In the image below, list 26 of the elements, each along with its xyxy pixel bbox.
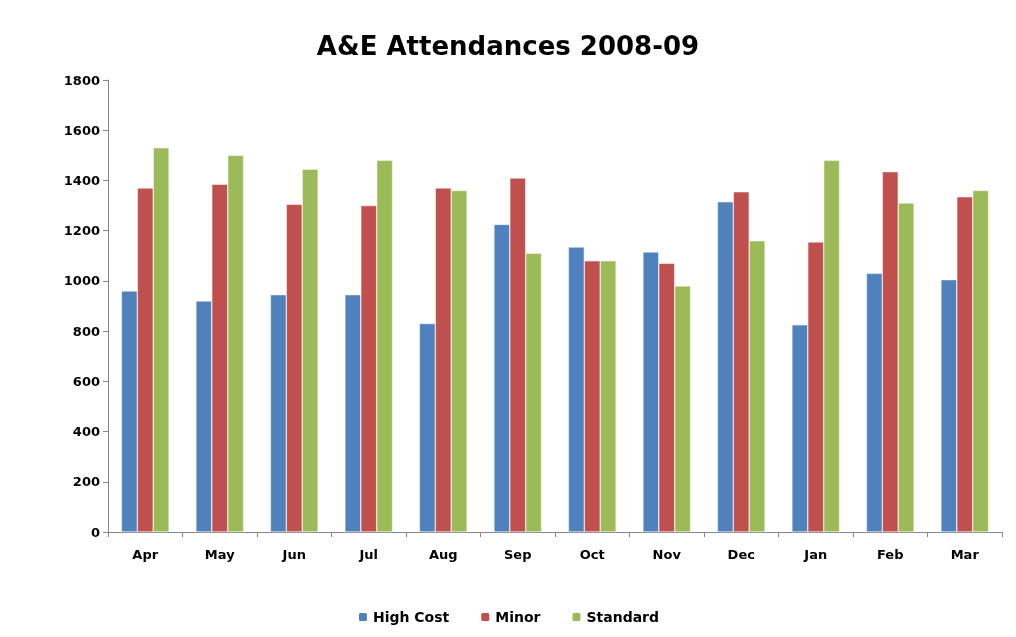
x-tick-label: Dec bbox=[727, 547, 755, 562]
x-tick-label: Jan bbox=[803, 547, 828, 562]
y-tick-label: 1000 bbox=[63, 273, 100, 289]
x-tick-label: Oct bbox=[579, 547, 605, 562]
legend-label: Minor bbox=[495, 609, 541, 625]
x-tick-label: Apr bbox=[132, 547, 159, 562]
x-tick-label: Aug bbox=[428, 547, 458, 562]
y-tick-label: 1800 bbox=[63, 72, 100, 88]
y-tick-label: 200 bbox=[72, 474, 100, 490]
legend-label: Standard bbox=[586, 609, 660, 625]
x-tick-label: Nov bbox=[652, 547, 682, 562]
x-tick-label: Sep bbox=[504, 547, 532, 562]
x-tick-label: Mar bbox=[950, 547, 980, 562]
y-tick-label: 600 bbox=[72, 373, 100, 389]
x-tick-label: Jun bbox=[281, 547, 306, 562]
y-tick-label: 400 bbox=[72, 424, 100, 440]
y-tick-label: 1600 bbox=[63, 122, 100, 138]
y-tick-label: 1400 bbox=[63, 172, 100, 188]
x-tick-label: Feb bbox=[877, 547, 904, 562]
x-tick-label: Jul bbox=[358, 547, 379, 562]
legend-label: High Cost bbox=[372, 609, 450, 625]
y-tick-label: 800 bbox=[72, 323, 100, 339]
y-tick-label: 1200 bbox=[63, 223, 100, 239]
x-tick-label: May bbox=[204, 547, 236, 562]
chart-title: A&E Attendances 2008-09 bbox=[316, 31, 700, 61]
y-tick-label: 0 bbox=[90, 524, 100, 540]
